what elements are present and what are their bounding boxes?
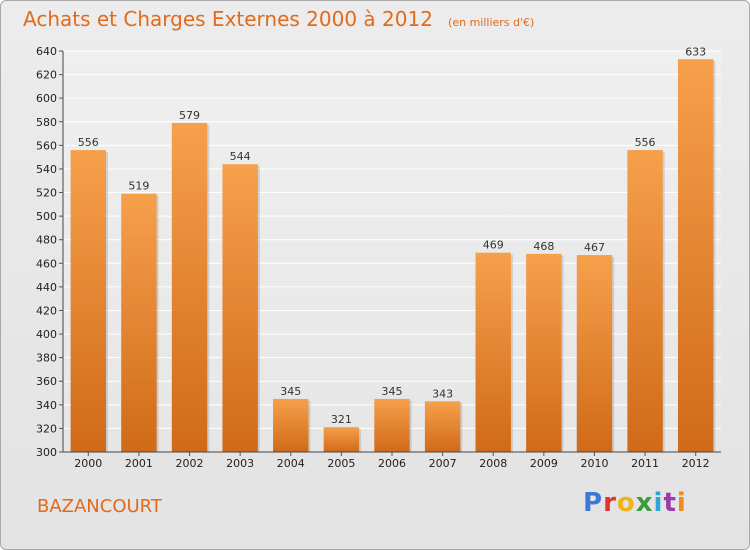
proxiti-logo: Proxiti (583, 488, 687, 518)
x-tick-label: 2002 (176, 457, 204, 470)
y-tick-label: 300 (36, 446, 57, 459)
x-tick-label: 2010 (580, 457, 608, 470)
plot-area: 300 320 340 360 380 400 420 440 460 480 500 520 540 5… (36, 45, 721, 470)
logo-letter: x (635, 488, 654, 518)
x-tick-label: 2007 (429, 457, 457, 470)
bar (374, 398, 410, 452)
bar-value-label: 343 (432, 387, 453, 400)
bar-value-label: 345 (280, 385, 301, 398)
bar (475, 252, 511, 452)
bar (222, 164, 258, 453)
x-tick-label: 2001 (125, 457, 153, 470)
x-tick-label: 2012 (682, 457, 710, 470)
x-tick-label: 2009 (530, 457, 558, 470)
y-tick-label: 320 (36, 422, 57, 435)
logo-letter: i (653, 488, 664, 518)
y-tick-label: 560 (36, 139, 57, 152)
bar-value-label: 468 (533, 240, 554, 253)
x-tick-label: 2003 (226, 457, 254, 470)
bar (70, 150, 107, 452)
y-tick-label: 640 (36, 45, 57, 58)
y-tick-label: 440 (36, 281, 57, 294)
bar (627, 150, 663, 452)
x-tick-label: 2005 (327, 457, 355, 470)
bar (171, 122, 208, 452)
y-tick-label: 600 (36, 92, 57, 105)
bar-value-label: 321 (331, 413, 352, 426)
x-tick-label: 2008 (479, 457, 507, 470)
bar-value-label: 556 (635, 136, 656, 149)
bar (576, 255, 613, 452)
x-tick-label: 2000 (74, 457, 102, 470)
bar-value-label: 579 (179, 109, 200, 122)
y-tick-label: 400 (36, 328, 57, 341)
bar-value-label: 544 (230, 150, 251, 163)
bar (424, 401, 461, 452)
logo-letter: t (663, 488, 677, 518)
bar-value-label: 633 (685, 45, 706, 58)
y-tick-label: 420 (36, 304, 57, 317)
y-tick-label: 540 (36, 163, 57, 176)
x-tick-label: 2004 (277, 457, 305, 470)
bar-value-label: 519 (128, 180, 149, 193)
chart-subtitle: (en milliers d'€) (448, 16, 535, 29)
bar (121, 193, 157, 453)
chart-title: Achats et Charges Externes 2000 à 2012 (23, 7, 433, 31)
bar-value-label: 469 (483, 239, 504, 252)
y-tick-label: 620 (36, 69, 57, 82)
logo-letter: r (603, 488, 617, 518)
y-tick-label: 340 (36, 399, 57, 412)
bar (273, 398, 309, 452)
logo-letter: o (616, 488, 636, 518)
y-tick-label: 520 (36, 187, 57, 200)
commune-name: BAZANCOURT (37, 496, 162, 517)
bar-value-label: 467 (584, 241, 605, 254)
bar (526, 253, 562, 452)
bar-value-label: 345 (382, 385, 403, 398)
x-tick-label: 2011 (631, 457, 659, 470)
y-tick-label: 500 (36, 210, 57, 223)
chart-title-block: Achats et Charges Externes 2000 à 2012 (… (23, 7, 534, 31)
x-tick-label: 2006 (378, 457, 406, 470)
bar-value-label: 556 (78, 136, 99, 149)
logo-letter: P (583, 488, 604, 518)
y-tick-label: 580 (36, 116, 57, 129)
bar (677, 59, 714, 452)
y-tick-label: 480 (36, 234, 57, 247)
bar (323, 427, 360, 452)
logo-letter: i (676, 488, 687, 518)
y-tick-label: 460 (36, 257, 57, 270)
y-tick-label: 380 (36, 352, 57, 365)
y-tick-label: 360 (36, 375, 57, 388)
